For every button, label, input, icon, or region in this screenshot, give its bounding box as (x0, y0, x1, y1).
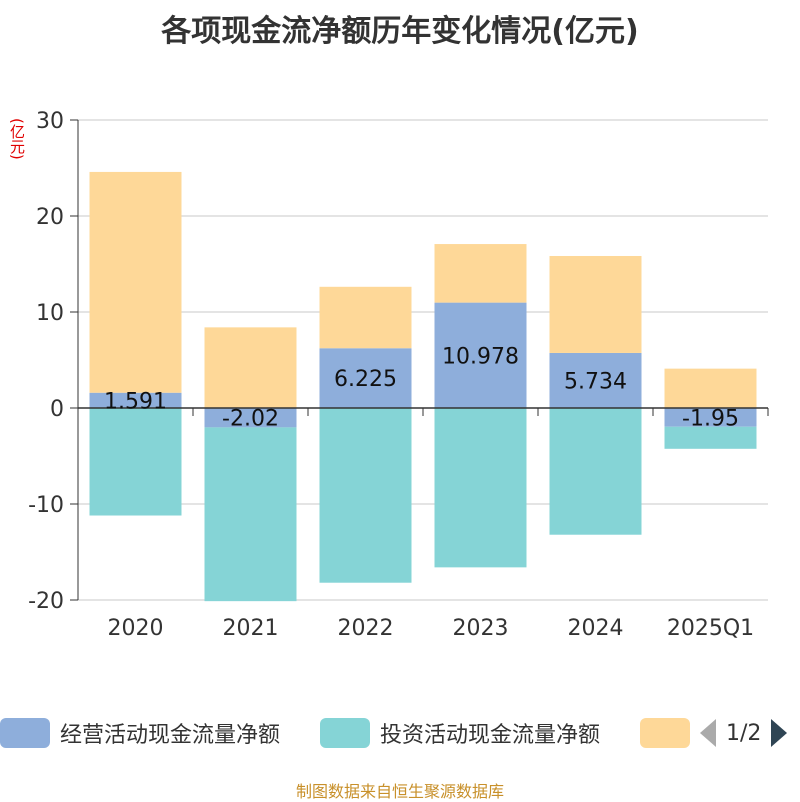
data-label: -1.95 (682, 406, 739, 431)
data-label: 1.591 (104, 389, 167, 414)
bar-series2-2024 (549, 255, 642, 353)
y-tick-label: 30 (36, 109, 64, 134)
legend-label-investing: 投资活动现金流量净额 (380, 723, 601, 748)
legend-label-operating: 经营活动现金流量净额 (60, 723, 281, 748)
bar-series1-2021 (204, 427, 297, 602)
bar-series1-2022 (319, 408, 412, 583)
legend-item-financing[interactable] (640, 715, 700, 751)
bar-series1-2024 (549, 408, 642, 535)
x-tick-label: 2025Q1 (667, 616, 754, 641)
data-label: 5.734 (564, 369, 627, 394)
bar-series0-2020 (89, 392, 182, 408)
y-tick-label: 20 (36, 205, 64, 230)
legend-next-page-icon[interactable] (771, 719, 788, 747)
bar-series0-2024 (549, 352, 642, 408)
y-axis-unit-label: (亿元) (8, 118, 26, 160)
bar-series2-2025Q1 (664, 368, 757, 408)
data-label: 6.225 (334, 367, 397, 392)
data-label: -2.02 (222, 407, 279, 432)
bar-series2-2022 (319, 286, 412, 349)
x-tick-label: 2020 (108, 616, 164, 641)
bar-series1-2023 (434, 408, 527, 568)
bar-series0-2021 (204, 408, 297, 428)
x-tick-label: 2022 (338, 616, 394, 641)
bar-series2-2020 (89, 171, 182, 393)
legend-swatch-financing (640, 718, 690, 748)
x-tick-label: 2023 (453, 616, 509, 641)
legend-item-operating[interactable]: 经营活动现金流量净额 (0, 715, 280, 751)
x-tick-label: 2021 (223, 616, 279, 641)
legend-swatch-operating (0, 718, 50, 748)
y-tick-label: 0 (50, 397, 64, 422)
x-tick-label: 2024 (568, 616, 624, 641)
data-source-note: 制图数据来自恒生聚源数据库 (295, 782, 504, 801)
bar-series1-2020 (89, 408, 182, 516)
legend-pager: 1/2 (700, 715, 788, 751)
data-label: 10.978 (442, 344, 519, 369)
legend-page-indicator: 1/2 (726, 720, 762, 746)
legend: 经营活动现金流量净额 投资活动现金流量净额 1/2 (0, 715, 800, 755)
bar-series2-2021 (204, 327, 297, 408)
legend-swatch-investing (320, 718, 370, 748)
bar-series0-2025Q1 (664, 408, 757, 427)
y-tick-label: -20 (28, 589, 64, 614)
bar-series1-2025Q1 (664, 426, 757, 449)
bar-series2-2023 (434, 244, 527, 303)
bar-series0-2022 (319, 348, 412, 408)
y-tick-label: -10 (28, 493, 64, 518)
y-tick-label: 10 (36, 301, 64, 326)
stacked-bar-chart: -20 -10 0 10 20 30 2020 2021 2022 2023 2024 2025Q1 1… (28, 109, 769, 641)
bar-series0-2023 (434, 302, 527, 408)
legend-item-investing[interactable]: 投资活动现金流量净额 (320, 715, 600, 751)
legend-prev-page-icon[interactable] (700, 719, 716, 747)
chart-title: 各项现金流净额历年变化情况(亿元) (161, 14, 639, 49)
